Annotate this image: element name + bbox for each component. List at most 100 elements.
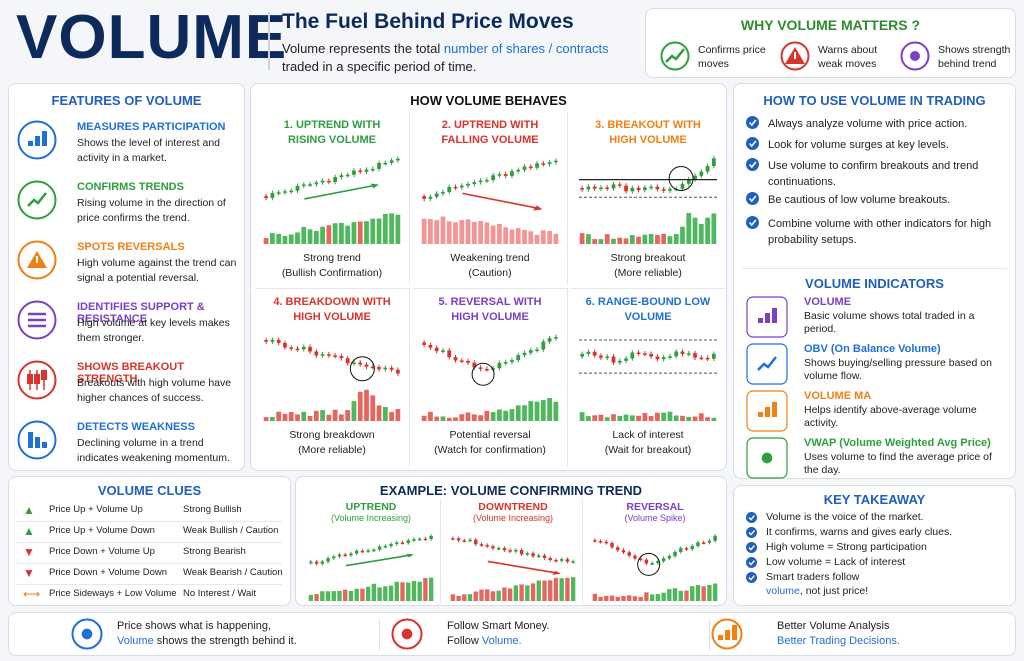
candle: [542, 555, 547, 559]
volume-bar: [459, 220, 465, 244]
candle: [674, 351, 679, 357]
volume-bar: [320, 591, 325, 601]
candle: [283, 191, 287, 193]
volume-bar: [711, 213, 717, 244]
main-title: VOLUME: [16, 3, 288, 72]
candle: [624, 358, 628, 361]
volume-bar: [270, 233, 275, 244]
example-title: REVERSAL: [626, 501, 684, 513]
check: [746, 512, 757, 523]
candle: [270, 193, 275, 198]
candle: [301, 184, 306, 187]
candle: [510, 360, 514, 363]
volume-bar: [326, 225, 332, 244]
indicator-name: VOLUME MA: [804, 390, 872, 402]
candle: [326, 558, 330, 562]
takeaway-item: High volume = Strong participation: [766, 540, 1006, 554]
panel-title: 6. RANGE-BOUND LOW VOLUME: [585, 296, 711, 323]
candle: [604, 541, 609, 544]
candle: [345, 358, 350, 364]
candle: [383, 367, 388, 370]
clue-condition: Price Up + Volume Down: [49, 525, 155, 536]
candle: [686, 353, 691, 355]
icon-mark: [36, 256, 38, 263]
box-title: VOLUME INDICATORS: [805, 276, 944, 291]
highlight: [668, 165, 694, 191]
candle: [372, 549, 376, 552]
volume-bar: [548, 580, 553, 601]
row-line: [17, 521, 282, 522]
volume-bar: [503, 227, 509, 244]
graphic: [780, 41, 810, 71]
candle: [661, 189, 666, 191]
volume-bar: [288, 412, 294, 421]
volume-bar: [542, 580, 547, 601]
icon-bar: [772, 402, 777, 417]
volume-bar: [440, 416, 446, 421]
box-title: WHY VOLUME MATTERS ?: [740, 17, 921, 33]
volume-bar: [485, 589, 490, 601]
candle: [479, 544, 484, 546]
candle: [559, 559, 564, 561]
candle: [655, 186, 660, 190]
candle: [295, 185, 300, 191]
candle: [456, 538, 461, 541]
volume-bar: [313, 230, 319, 244]
clue-meaning: No Interest / Wait: [183, 588, 257, 599]
candle: [633, 555, 637, 559]
candle: [358, 170, 363, 173]
feature-text: High volume against the trend can signal…: [77, 257, 237, 284]
check: [746, 192, 759, 205]
footer-line: Volume shows the strength behind it.: [117, 635, 297, 647]
volume-bar: [288, 234, 294, 244]
volume-bar: [337, 590, 342, 601]
box-title: EXAMPLE: VOLUME CONFIRMING TREND: [379, 483, 643, 498]
candle: [705, 166, 710, 172]
volume-bar: [673, 234, 679, 244]
volume-bar: [570, 577, 576, 601]
volume-bar: [354, 588, 359, 601]
behave-panel: 4. BREAKDOWN WITH HIGH VOLUME Strong brea…: [255, 288, 410, 467]
volume-bar: [507, 588, 513, 601]
volume-bar: [672, 588, 678, 601]
candle: [434, 347, 439, 352]
volume-bar: [598, 239, 604, 244]
volume-bar: [705, 417, 710, 421]
volume-bar: [519, 584, 524, 601]
volume-bar: [388, 585, 394, 601]
candle: [707, 540, 712, 543]
volume-bar: [332, 223, 338, 244]
icon-bar: [28, 141, 33, 146]
volume-bar: [307, 415, 313, 421]
candle: [339, 356, 344, 359]
volume-bar: [382, 213, 388, 244]
panel-caption: Weakening trend: [450, 252, 530, 264]
candle: [650, 563, 654, 565]
check: [746, 116, 759, 129]
graphic: [421, 158, 559, 244]
example-subtitle: (Volume Increasing): [330, 513, 412, 523]
candle: [289, 347, 294, 349]
how-item: Always analyze volume with price action.: [768, 118, 968, 130]
candle: [333, 355, 338, 357]
candle: [337, 554, 342, 557]
candle: [680, 351, 685, 355]
candle: [586, 186, 591, 190]
volume-bar: [553, 233, 559, 244]
candle: [270, 339, 275, 342]
highlight: [637, 552, 661, 576]
volume-bar: [383, 586, 388, 601]
feature-text: Shows the level of interest and activity…: [77, 137, 221, 164]
divider: [742, 268, 1007, 269]
volume-bar: [370, 395, 376, 421]
icon-candle: [27, 374, 33, 384]
clue-arrow: ▼: [23, 566, 35, 580]
graphic: [711, 618, 743, 650]
candle: [580, 188, 585, 190]
panel-note: (Caution): [468, 267, 512, 279]
volume-bar: [394, 581, 399, 601]
candle: [360, 550, 365, 553]
graphic: [17, 360, 57, 400]
candle: [514, 549, 518, 552]
feature-text: Rising volume in the direction of price …: [77, 197, 226, 224]
